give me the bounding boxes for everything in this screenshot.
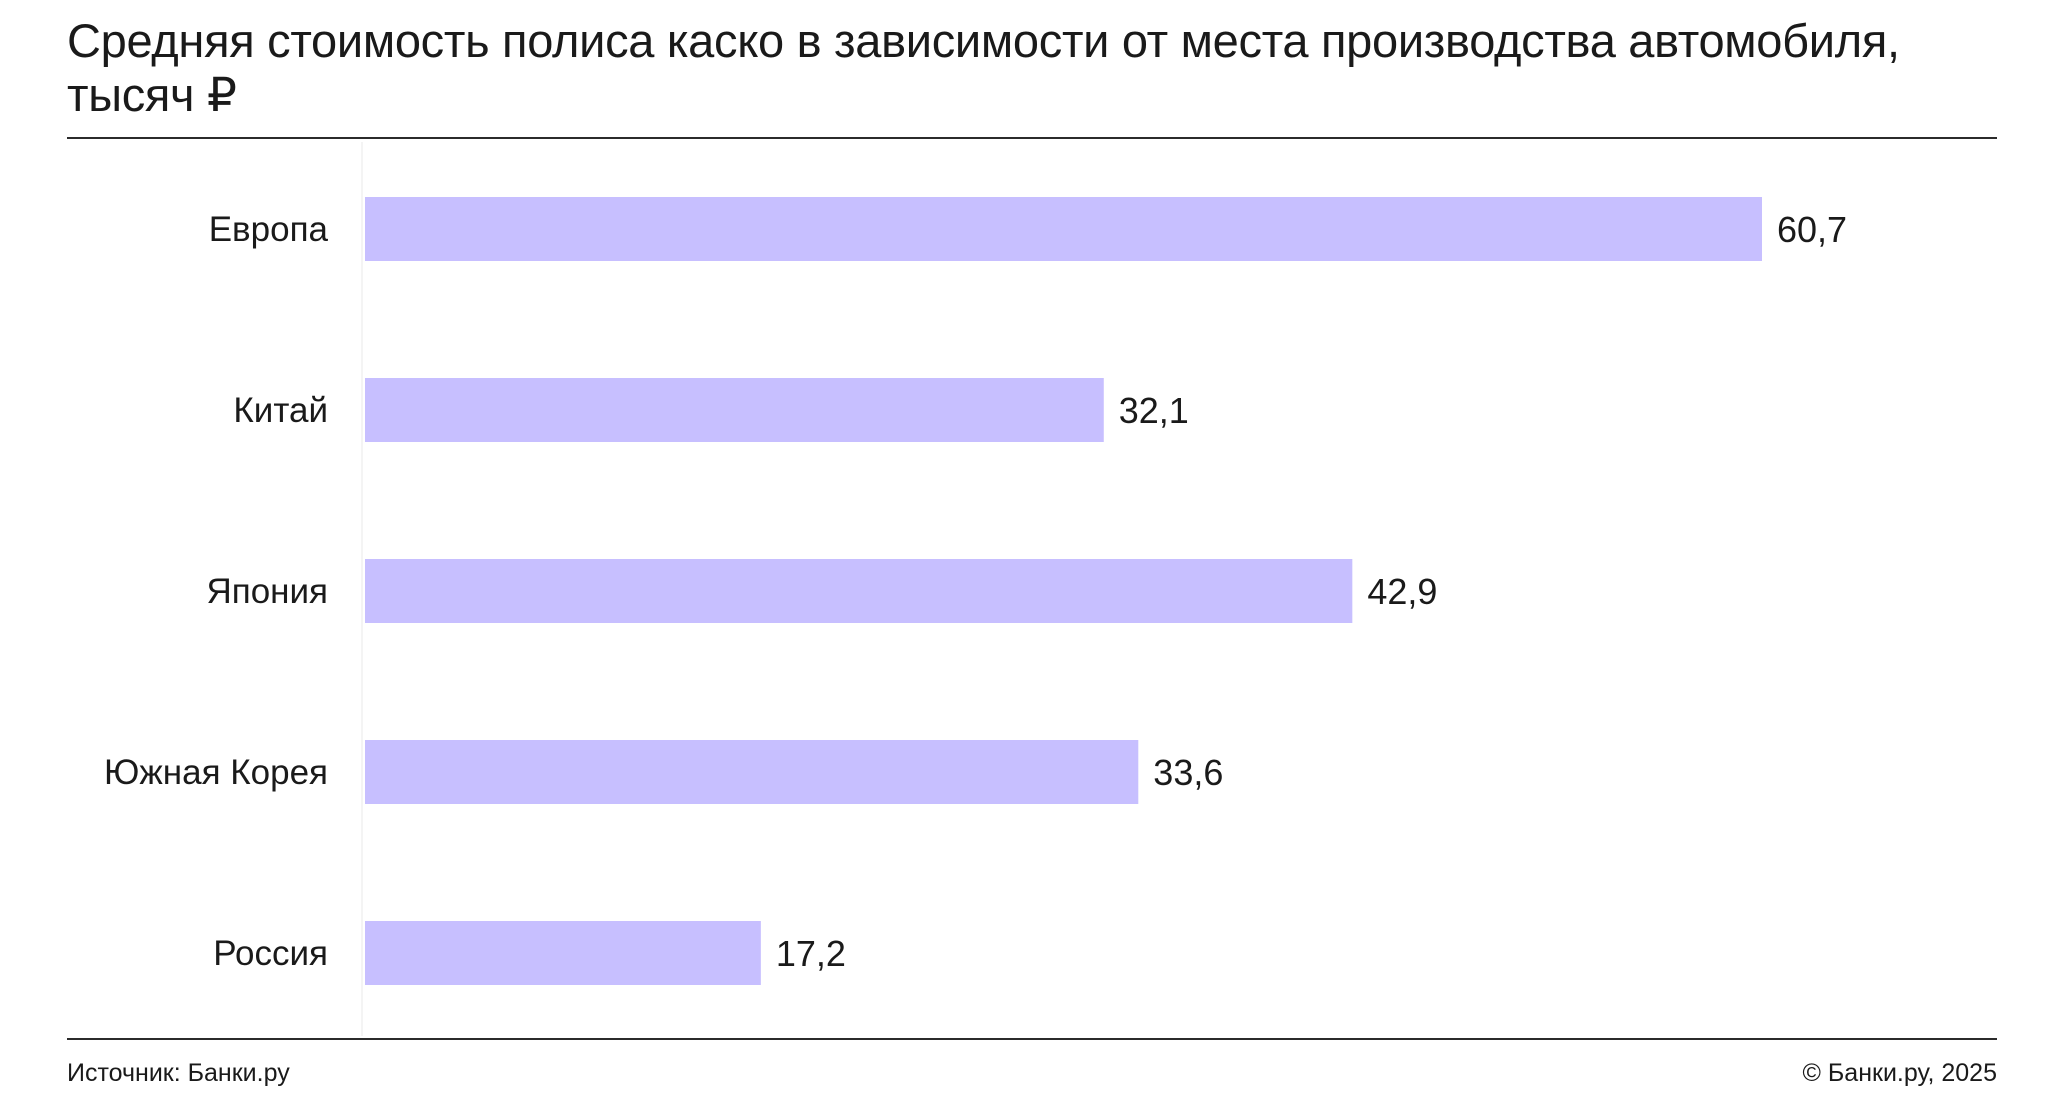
category-label-1: Европа — [209, 210, 329, 249]
bar-2 — [365, 378, 1104, 442]
bar-5 — [365, 921, 761, 985]
title-divider — [67, 137, 1997, 139]
source-note: Источник: Банки.ру — [67, 1059, 290, 1087]
bar-4 — [365, 740, 1139, 804]
bars-layer: Европа 60,7 Китай 32,1 Япония 42,9 Южная Корея… — [104, 197, 1847, 985]
value-label-4: 33,6 — [1153, 752, 1223, 793]
category-label-3: Япония — [206, 572, 328, 611]
bar-3 — [365, 559, 1353, 623]
copyright-note: © Банки.ру, 2025 — [1802, 1059, 1997, 1087]
category-label-4: Южная Корея — [104, 753, 328, 792]
chart-title: Средняя стоимость полиса каско в зависим… — [67, 14, 1900, 121]
value-label-1: 60,7 — [1777, 209, 1847, 250]
category-label-2: Китай — [233, 391, 328, 430]
value-label-2: 32,1 — [1119, 390, 1189, 431]
value-label-5: 17,2 — [776, 933, 846, 974]
bar-1 — [365, 197, 1762, 261]
category-label-5: Россия — [213, 934, 328, 973]
value-label-3: 42,9 — [1367, 571, 1437, 612]
bottom-divider — [67, 1038, 1997, 1040]
